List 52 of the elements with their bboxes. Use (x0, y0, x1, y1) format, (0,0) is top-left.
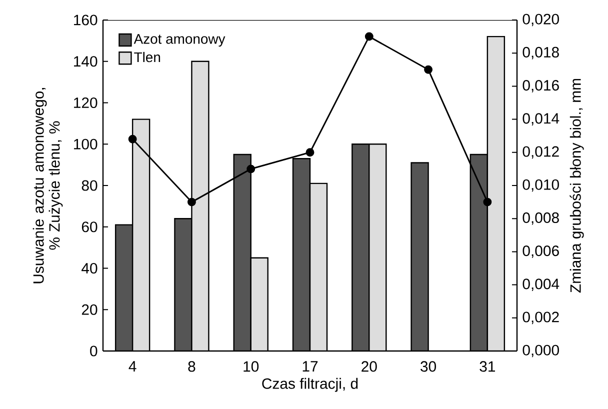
point (128, 134, 137, 144)
y-tick-label: 160 (74, 14, 98, 26)
y2-tick-label: 0,016 (522, 80, 559, 92)
bar (411, 162, 428, 351)
y-tick-label: 120 (74, 97, 98, 108)
y2-tick-label: 0,014 (522, 113, 560, 126)
x-tick-label: 10 (244, 361, 259, 372)
y-tick-label: 20 (82, 304, 98, 315)
y-tick-label: 40 (82, 262, 98, 274)
x-tick-label: 17 (302, 361, 318, 372)
bar (310, 183, 327, 351)
bar (234, 154, 251, 351)
x-tick-label: 30 (420, 361, 436, 372)
y2-tick-label: 0,002 (522, 312, 559, 324)
bar (132, 119, 150, 351)
y2-tick-label: 0,004 (522, 278, 560, 291)
x-axis-title: Czas filtracji, d (262, 378, 358, 392)
y-tick-label: 140 (74, 56, 98, 67)
bar (369, 144, 386, 351)
x-tick-label: 8 (188, 361, 196, 372)
bar (486, 36, 506, 351)
bar (174, 218, 192, 351)
y-tick-label: 0 (90, 346, 98, 356)
bar (293, 158, 310, 351)
y2-tick-label: 0,020 (522, 14, 559, 26)
bar (192, 61, 209, 351)
y2-tick-label: 0,006 (522, 246, 559, 258)
y2-tick-label: 0,018 (522, 46, 559, 60)
y2-axis-title: Zmiana grubości błony biol., mm (570, 78, 584, 293)
y2-tick-label: 0,008 (522, 212, 559, 225)
bar (250, 258, 268, 351)
point (306, 148, 314, 157)
point (246, 164, 256, 174)
bar (352, 144, 370, 351)
y-tick-label: 100 (74, 138, 98, 150)
bar (470, 154, 488, 351)
x-tick-label: 20 (362, 361, 377, 372)
point (483, 198, 492, 206)
y2-tick-label: 0,012 (522, 146, 559, 159)
bar (116, 224, 133, 351)
x-tick-label: 4 (128, 361, 136, 372)
legend-label: Tlen (134, 52, 160, 62)
x-tick-label: 31 (480, 361, 496, 372)
legend-label: Azot amonowy (134, 34, 226, 47)
y2-tick-label: 0,010 (522, 179, 559, 192)
point (424, 65, 433, 74)
point (364, 32, 374, 41)
y-tick-label: 60 (82, 222, 98, 232)
y-tick-label: 80 (82, 180, 98, 191)
y2-tick-label: 0,000 (522, 344, 559, 358)
point (187, 198, 196, 206)
y-axis-title: Usuwanie azotu amonowego, % Zużycie tlenu, % (32, 88, 63, 284)
